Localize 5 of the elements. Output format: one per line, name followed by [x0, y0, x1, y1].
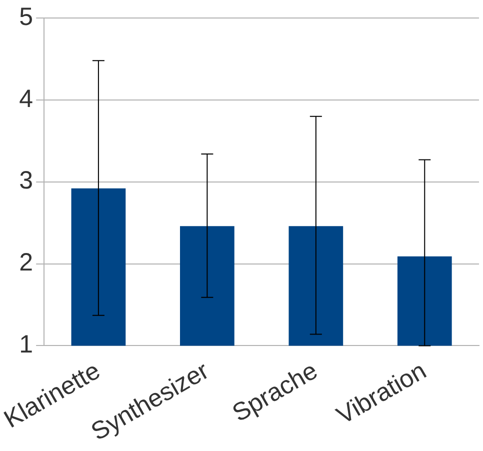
y-tick-label: 2	[19, 248, 34, 277]
y-tick-label: 3	[19, 166, 34, 195]
y-tick-label: 1	[19, 330, 34, 359]
y-tick-label: 4	[19, 84, 34, 113]
y-tick-label: 5	[19, 2, 34, 31]
